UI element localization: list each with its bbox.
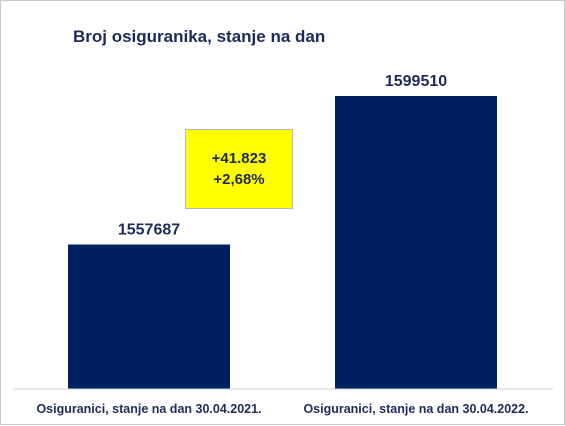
category-label-1: Osiguranici, stanje na dan 30.04.2021. — [36, 402, 261, 416]
bar-2 — [335, 96, 497, 389]
change-absolute: +41.823 — [211, 150, 267, 167]
change-percent: +2,68% — [213, 171, 265, 188]
chart-title: Broj osiguranika, stanje na dan — [73, 27, 326, 46]
category-label-2: Osiguranici, stanje na dan 30.04.2022. — [303, 402, 528, 416]
bar-1 — [68, 244, 230, 389]
bar-value-label-2: 1599510 — [385, 73, 447, 90]
bar-value-label-1: 1557687 — [118, 222, 180, 239]
change-annotation-box: +41.823 +2,68% — [185, 129, 293, 209]
